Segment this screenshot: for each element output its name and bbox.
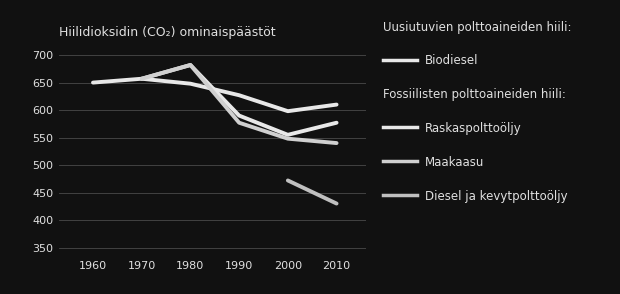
- Text: Diesel ja kevytpolttoöljy: Diesel ja kevytpolttoöljy: [425, 190, 567, 203]
- Text: Maakaasu: Maakaasu: [425, 156, 484, 169]
- Text: Hiilidioksidin (CO₂) ominaispäästöt: Hiilidioksidin (CO₂) ominaispäästöt: [59, 26, 275, 39]
- Text: Biodiesel: Biodiesel: [425, 54, 478, 67]
- Text: Uusiutuvien polttoaineiden hiili:: Uusiutuvien polttoaineiden hiili:: [383, 21, 572, 34]
- Text: Raskaspolttoöljy: Raskaspolttoöljy: [425, 122, 521, 135]
- Text: Fossiilisten polttoaineiden hiili:: Fossiilisten polttoaineiden hiili:: [383, 88, 566, 101]
